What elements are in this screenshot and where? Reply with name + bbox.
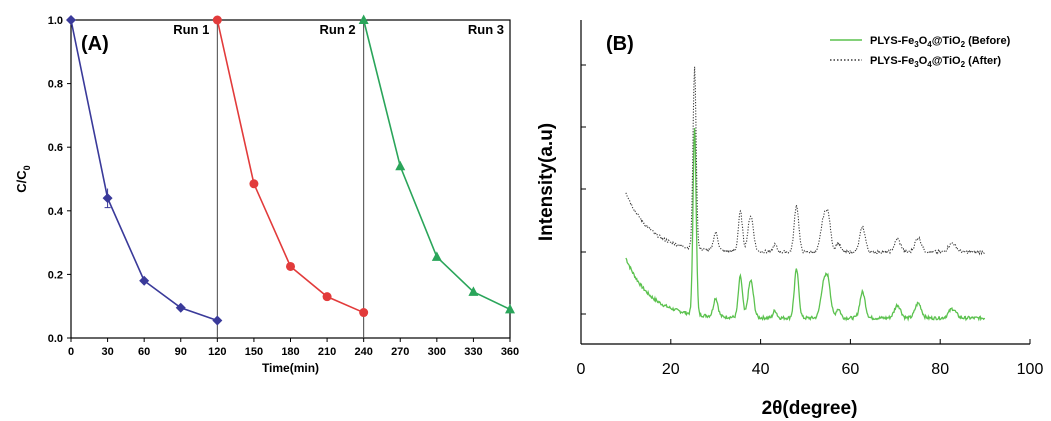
panel-b-legend: PLYS-Fe3O4@TiO2 (Before)PLYS-Fe3O4@TiO2 …: [830, 35, 1011, 69]
panel-a-y-axis-label-main: C/C: [14, 170, 29, 193]
legend-text-part: (Before): [965, 35, 1011, 47]
legend-text-part: 2: [961, 60, 966, 69]
panel-a-x-axis-label: Time(min): [262, 361, 319, 375]
panel-b-y-axis-label: Intensity(a.u): [536, 123, 557, 241]
x-tick-label: 60: [842, 361, 860, 378]
legend-text-part: 4: [927, 40, 932, 49]
data-point: [139, 275, 150, 286]
legend-entry-text: PLYS-Fe3O4@TiO2 (After): [870, 55, 1001, 69]
legend-text-part: O: [919, 55, 928, 67]
data-point: [431, 251, 442, 261]
data-point: [66, 15, 76, 25]
legend-text-part: 3: [914, 60, 919, 69]
data-point: [212, 15, 222, 25]
data-point: [359, 308, 369, 318]
data-point: [175, 302, 186, 313]
data-point: [286, 261, 295, 271]
run-label: Run 3: [468, 22, 504, 37]
x-tick-label: 30: [101, 346, 113, 358]
panel-a-plot-frame: [70, 19, 511, 339]
panel-a-run-labels: Run 1 Run 2 Run 3: [173, 22, 504, 37]
x-tick-label: 300: [428, 346, 446, 358]
data-point: [505, 303, 515, 314]
panel-b-axes: [580, 20, 1030, 345]
x-tick-label: 60: [138, 346, 150, 358]
x-tick-label: 150: [245, 346, 263, 358]
legend-text-part: O: [919, 35, 928, 47]
y-tick-label: 0.0: [48, 333, 63, 345]
legend-text-part: 2: [961, 40, 966, 49]
x-tick-label: 180: [281, 346, 299, 358]
series-line: [362, 19, 511, 311]
x-tick-label: 80: [931, 361, 949, 378]
xrd-series-line: [625, 66, 986, 256]
x-tick-label: 210: [318, 346, 336, 358]
legend-text-part: PLYS-Fe: [870, 35, 914, 47]
x-tick-label: 120: [208, 346, 226, 358]
panel-a-axis-ticks: 0 30 60 90 120 150 180 210 240 270 300 330 360 0.0 0.2…: [48, 15, 519, 358]
legend-text-part: @TiO: [932, 55, 961, 67]
legend-text-part: 4: [927, 60, 932, 69]
x-tick-label: 0: [68, 346, 74, 358]
panel-a-label: (A): [81, 33, 109, 55]
x-tick-label: 90: [175, 346, 187, 358]
series-line: [70, 19, 218, 322]
x-tick-label: 0: [577, 361, 586, 378]
y-tick-label: 1.0: [48, 15, 63, 27]
panel-a-y-axis-label-sub: 0: [22, 165, 32, 170]
data-point: [468, 286, 479, 296]
panel-b-label: (B): [606, 33, 634, 55]
y-tick-label: 0.8: [48, 79, 63, 91]
y-tick-label: 0.4: [48, 206, 64, 218]
run-label: Run 2: [320, 22, 356, 37]
run-label: Run 1: [173, 22, 209, 37]
panel-a-y-axis-label: C/C0: [14, 165, 32, 192]
panel-a-run-dividers: [216, 20, 365, 338]
data-point: [102, 193, 113, 204]
panel-a-series: [66, 14, 515, 326]
panel-b-axis-ticks: 0 20 40 60 80 100: [577, 64, 1044, 378]
panel-b-x-axis-label: 2θ(degree): [762, 398, 858, 419]
x-tick-label: 360: [501, 346, 519, 358]
data-point: [322, 292, 332, 302]
y-tick-label: 0.6: [48, 142, 63, 154]
data-point: [249, 179, 259, 189]
x-tick-label: 100: [1017, 361, 1044, 378]
legend-text-part: @TiO: [932, 35, 961, 47]
legend-text-part: 3: [914, 40, 919, 49]
x-tick-label: 40: [752, 361, 770, 378]
legend-entry-text: PLYS-Fe3O4@TiO2 (Before): [870, 35, 1011, 49]
panel-b: 0 20 40 60 80 100 (B) PLYS-Fe3O4@TiO2 (Before…: [536, 20, 1043, 419]
xrd-series-line: [625, 127, 986, 322]
y-tick-label: 0.2: [48, 269, 63, 281]
x-tick-label: 240: [354, 346, 372, 358]
data-point: [358, 14, 369, 24]
legend-text-part: PLYS-Fe: [870, 55, 914, 67]
x-tick-label: 270: [391, 346, 409, 358]
data-point: [212, 315, 223, 326]
panel-b-series: [625, 66, 986, 322]
legend-text-part: (After): [965, 55, 1001, 67]
x-tick-label: 330: [464, 346, 482, 358]
x-tick-label: 20: [662, 361, 680, 378]
panel-a: 0 30 60 90 120 150 180 210 240 270 300 330 360 0.0 0.2…: [14, 14, 519, 375]
data-point: [395, 160, 406, 171]
